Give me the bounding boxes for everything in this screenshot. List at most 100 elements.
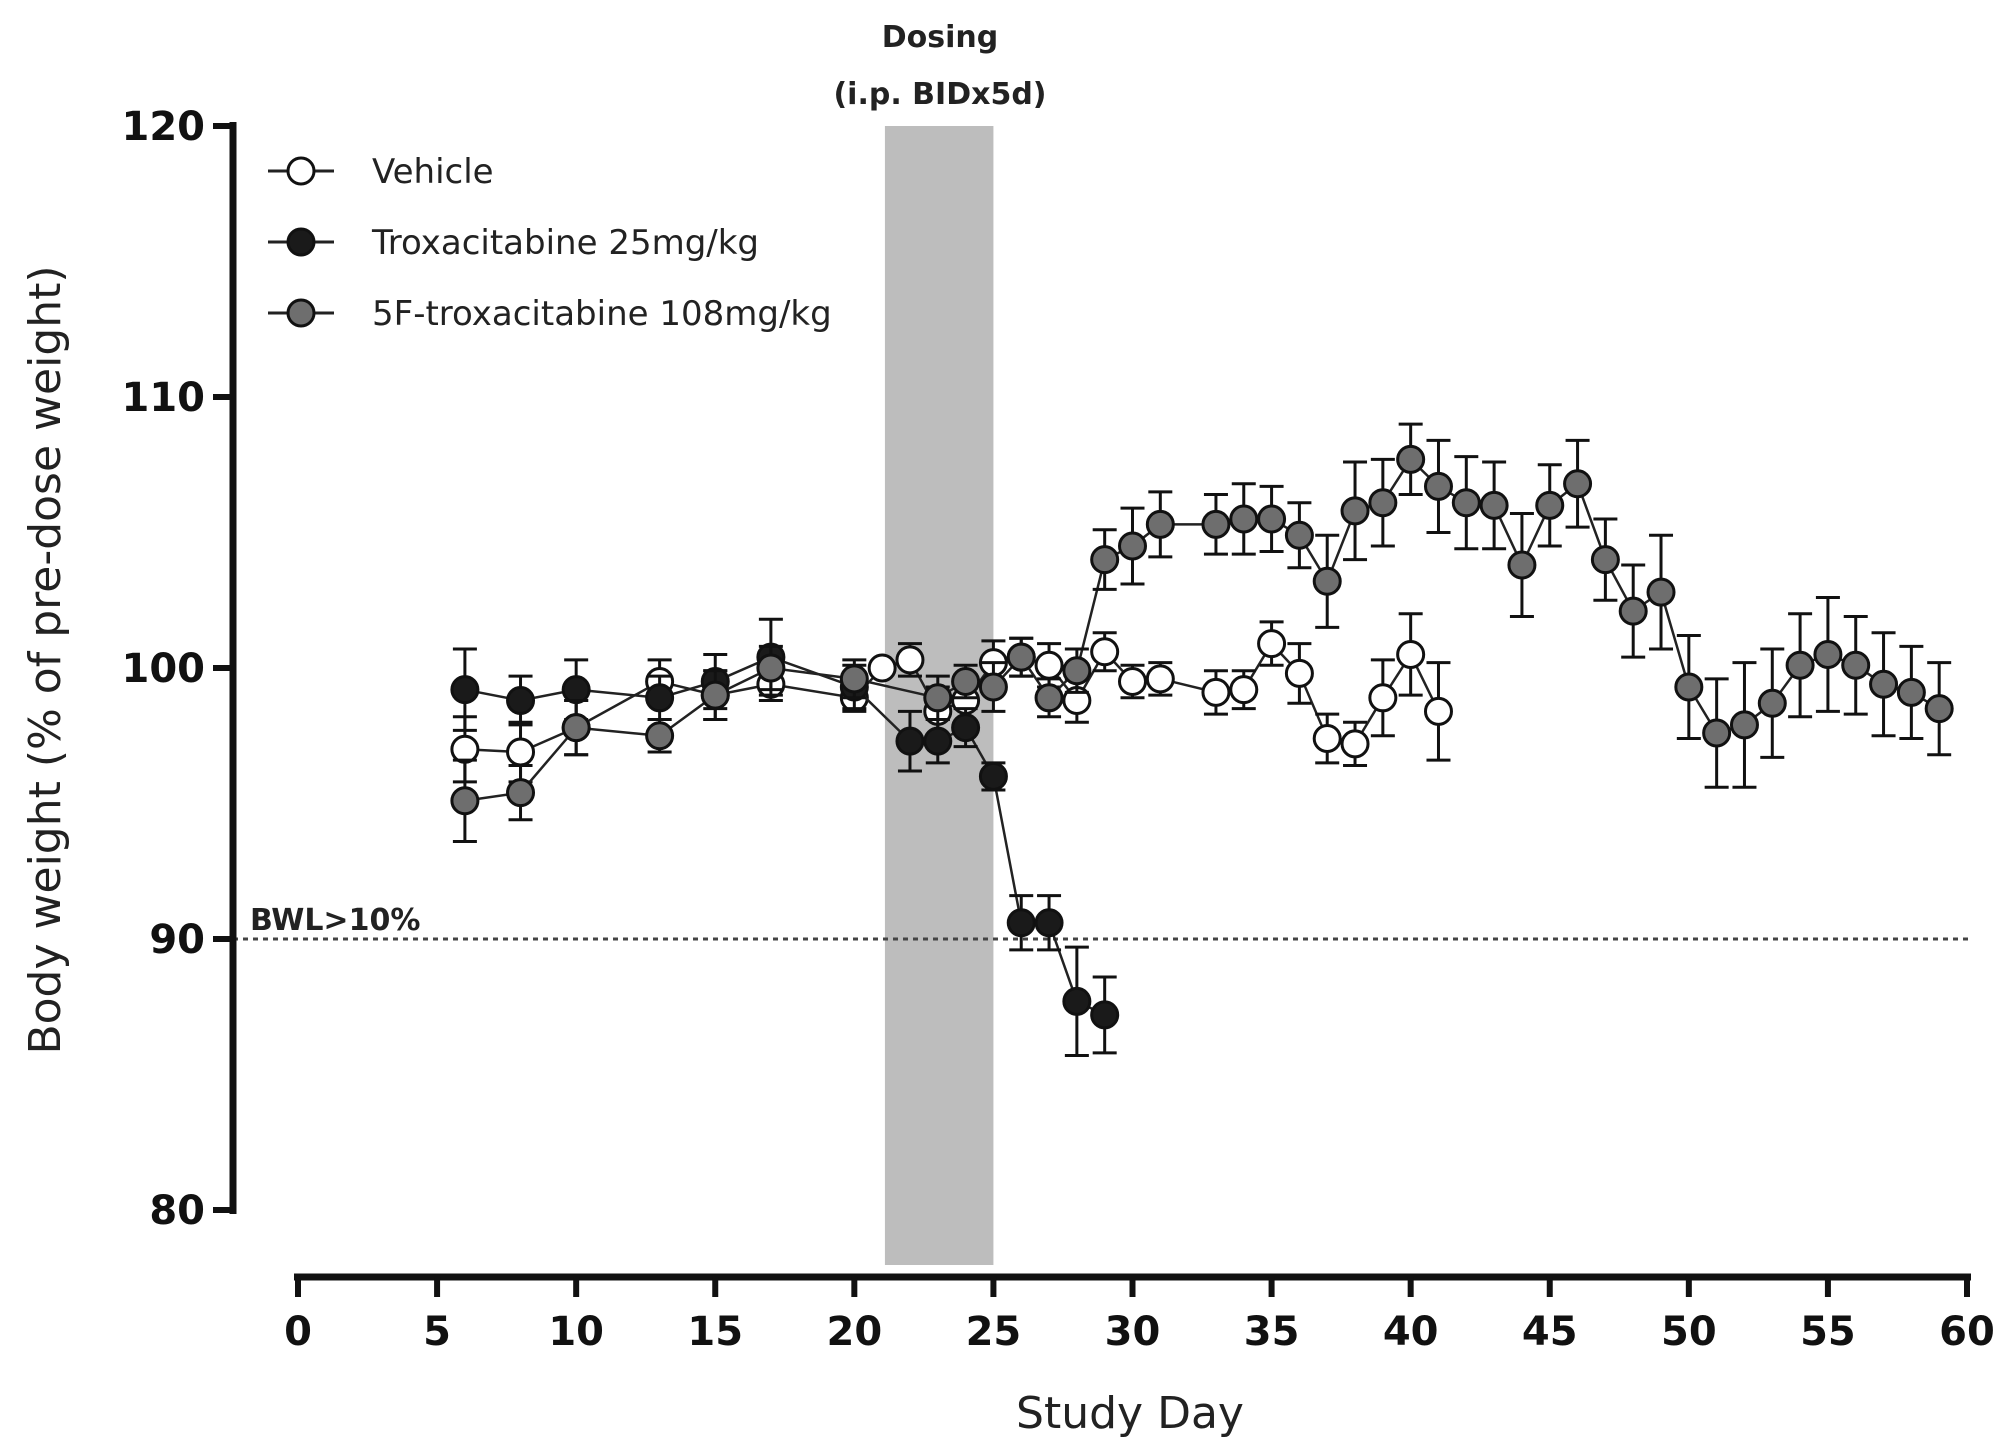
data-point [1396,639,1426,669]
x-tick-label: 35 [1244,1309,1300,1355]
data-point [951,713,981,743]
dosing-label-line1: Dosing [882,20,998,55]
x-tick-label: 0 [284,1309,312,1355]
data-point [951,667,981,697]
data-point [1813,639,1843,669]
x-tick-label: 25 [966,1309,1022,1355]
data-point [1062,986,1092,1016]
data-point [978,672,1008,702]
legend-label: Vehicle [372,152,494,192]
legend-item: Troxacitabine 25mg/kg [268,223,759,263]
legend-marker [286,227,316,257]
data-point [1924,694,1954,724]
data-point [561,675,591,705]
data-point [1841,650,1871,680]
legend-marker [286,298,316,328]
x-axis-title: Study Day [1016,1388,1244,1439]
data-point [1034,908,1064,938]
data-point [1062,656,1092,686]
legend-item: 5F-troxacitabine 108mg/kg [268,294,832,334]
data-point [1257,504,1287,534]
data-point [1006,908,1036,938]
x-tick-label: 5 [423,1309,451,1355]
data-point [1535,490,1565,520]
dosing-label-line2: (i.p. BIDx5d) [833,77,1046,112]
data-point [1257,629,1287,659]
data-point [1618,596,1648,626]
x-tick-label: 10 [548,1309,604,1355]
data-point [1229,675,1259,705]
legend-item: Vehicle [268,152,494,192]
legend-marker [286,156,316,186]
data-point [1145,664,1175,694]
data-point [1284,658,1314,688]
data-point [1674,672,1704,702]
data-point [1201,677,1231,707]
data-point [1368,488,1398,518]
data-point [561,713,591,743]
data-point [1423,696,1453,726]
data-point [756,653,786,683]
data-point [1034,683,1064,713]
data-point [1479,490,1509,520]
data-point [645,683,675,713]
x-tick-label: 30 [1105,1309,1161,1355]
data-point [1034,650,1064,680]
data-point [1118,667,1147,697]
series-3 [450,422,1954,843]
y-tick-label: 120 [122,104,206,150]
data-point [1869,669,1899,699]
data-point [1396,444,1426,474]
x-tick-label: 45 [1522,1309,1578,1355]
data-point [450,734,480,764]
x-tick-label: 60 [1939,1309,1995,1355]
data-point [839,664,869,694]
data-point [645,721,675,751]
data-point [1368,683,1398,713]
data-point [923,726,953,756]
data-point [1563,469,1593,499]
data-point [450,786,480,816]
data-point [1201,509,1231,539]
data-point [1312,723,1342,753]
data-point [1702,718,1732,748]
y-tick-label: 100 [122,646,206,692]
y-tick-label: 90 [149,917,205,963]
data-point [1423,471,1453,501]
series-line [464,655,1106,1017]
data-point [1312,566,1342,596]
data-point [1896,677,1926,707]
data-point [1507,550,1537,580]
legend-label: 5F-troxacitabine 108mg/kg [372,294,832,334]
data-point [1090,637,1120,667]
x-tick-label: 50 [1661,1309,1717,1355]
data-point [1118,531,1147,561]
x-tick-label: 40 [1383,1309,1439,1355]
data-point [1590,545,1620,575]
data-point [1646,577,1676,607]
x-tick-label: 15 [687,1309,743,1355]
data-point [978,761,1008,791]
data-point [506,737,536,767]
data-point [923,683,953,713]
legend-label: Troxacitabine 25mg/kg [371,223,759,263]
data-point [1729,710,1759,740]
y-tick-label: 110 [122,375,206,421]
y-axis-title: Body weight (% of pre-dose weight) [20,265,71,1054]
data-point [1451,488,1481,518]
data-point [506,778,536,808]
data-point [1090,545,1120,575]
data-point [1229,504,1259,534]
data-point [867,653,897,683]
data-point [1757,688,1787,718]
data-point [506,686,536,716]
data-point [1090,1000,1120,1030]
data-point [1145,509,1175,539]
data-point [895,645,925,675]
threshold-label: BWL>10% [250,903,420,938]
data-point [450,675,480,705]
x-tick-label: 55 [1800,1309,1856,1355]
x-tick-label: 20 [826,1309,882,1355]
data-point [1340,496,1370,526]
